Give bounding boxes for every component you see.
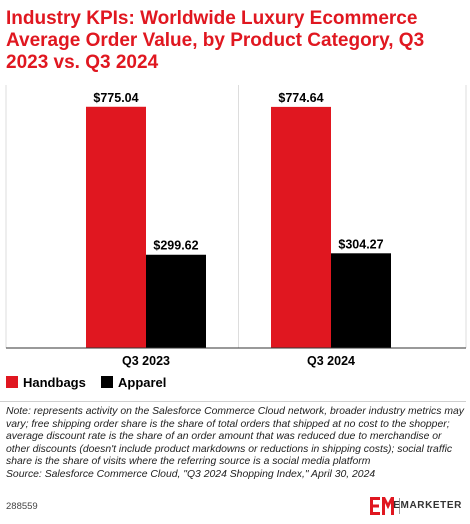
- x-axis: Q3 2023 Q3 2024: [6, 347, 466, 368]
- bar-chart: $775.04$299.62$774.64$304.27 Q3 2023 Q3 2…: [5, 85, 467, 368]
- data-label: $299.62: [153, 239, 198, 253]
- chart-notes: Note: represents activity on the Salesfo…: [6, 406, 464, 481]
- legend-label-apparel: Apparel: [118, 375, 167, 390]
- note-text: Note: represents activity on the Salesfo…: [6, 406, 464, 467]
- notes-divider: [0, 401, 466, 402]
- x-tick-label: Q3 2023: [122, 354, 170, 368]
- bar-apparel-q3-2023: [146, 254, 206, 348]
- x-tick-label: Q3 2024: [307, 354, 355, 368]
- data-labels: $775.04 $299.62 $774.64 $304.27: [93, 91, 383, 253]
- legend-swatch-handbags: [6, 376, 18, 388]
- brand-name: EMARKETER: [393, 500, 462, 511]
- bar-apparel-q3-2024: [331, 253, 391, 348]
- data-label: $774.64: [278, 91, 323, 105]
- chart-id: 288559: [6, 501, 38, 512]
- grid-lines: [5, 85, 467, 348]
- bar-handbags-q3-2024: [271, 106, 331, 348]
- brand-divider: [399, 498, 400, 514]
- source-text: Source: Salesforce Commerce Cloud, "Q3 2…: [6, 468, 376, 480]
- data-label: $775.04: [93, 91, 138, 105]
- chart-title: Industry KPIs: Worldwide Luxury Ecommerc…: [6, 8, 425, 73]
- bar-handbags-q3-2023: [86, 106, 146, 348]
- brand-logo: EMARKETER: [362, 497, 462, 515]
- legend-label-handbags: Handbags: [23, 375, 86, 390]
- legend-swatch-apparel: [101, 376, 113, 388]
- data-label: $304.27: [338, 237, 383, 251]
- em-logo-icon: [370, 497, 394, 515]
- bars: [86, 106, 391, 348]
